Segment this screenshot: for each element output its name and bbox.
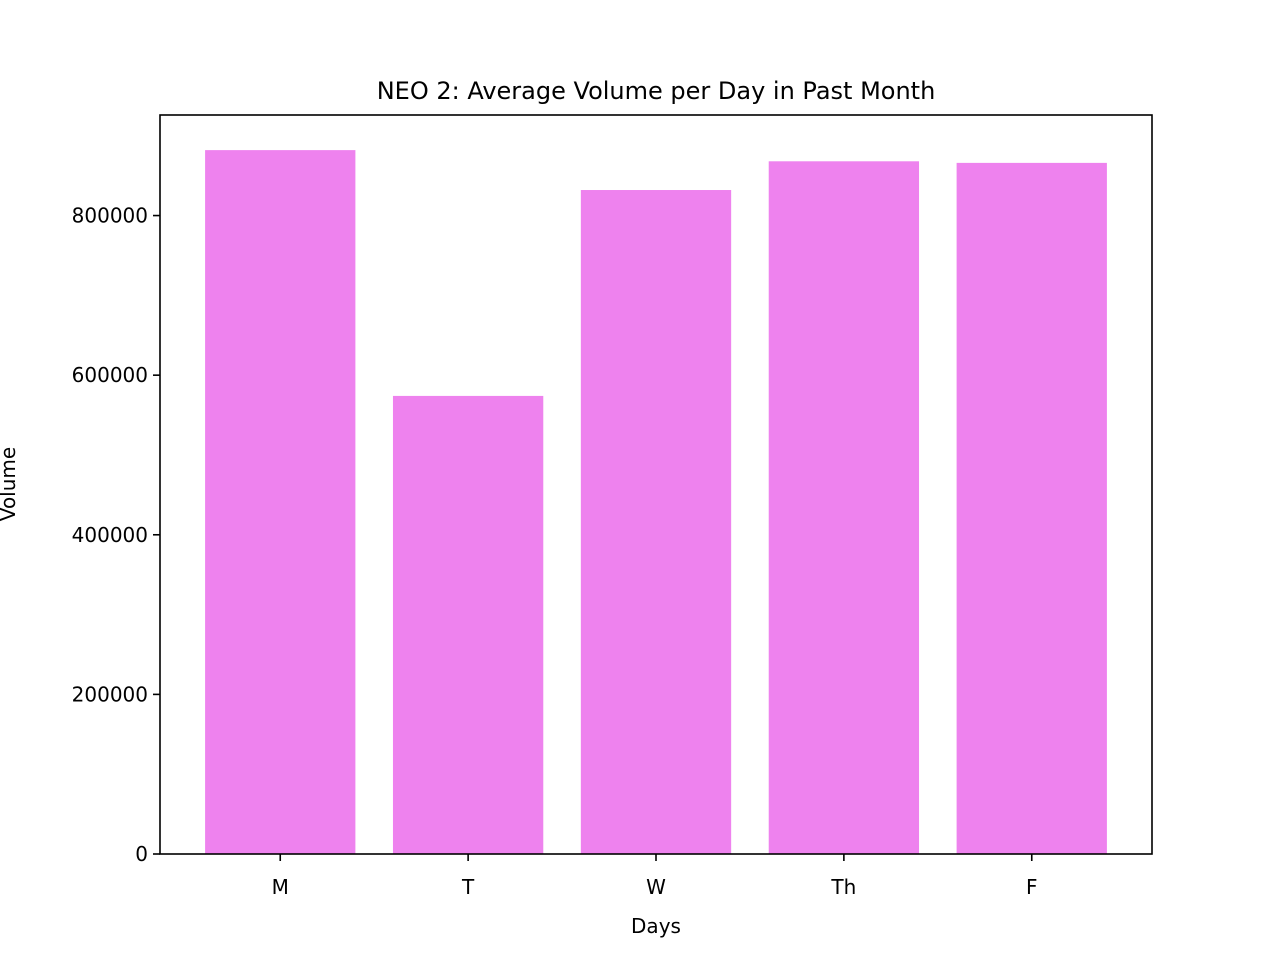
y-axis-label: Volume	[0, 447, 20, 521]
y-tick-label: 600000	[72, 363, 148, 387]
bar-w	[580, 190, 732, 854]
x-tick-label: W	[646, 875, 666, 899]
bars-group	[205, 150, 1107, 855]
x-tick-label: M	[272, 875, 289, 899]
y-tick-label: 0	[135, 842, 148, 866]
y-tick-label: 400000	[72, 523, 148, 547]
bar-t	[392, 395, 544, 854]
x-tick-label: F	[1026, 875, 1038, 899]
x-tick-label: T	[461, 875, 475, 899]
bar-m	[205, 150, 356, 854]
y-axis-ticks: 0 200000 400000 600000 800000	[72, 204, 160, 866]
bar-th	[768, 161, 920, 855]
x-axis-label: Days	[631, 914, 681, 938]
y-tick-label: 200000	[72, 682, 148, 706]
chart-title: NEO 2: Average Volume per Day in Past Mo…	[377, 77, 936, 105]
x-tick-label: Th	[830, 875, 856, 899]
y-tick-label: 800000	[72, 204, 148, 228]
x-axis-ticks: M T W Th F	[272, 854, 1038, 899]
bar-f	[956, 162, 1107, 854]
